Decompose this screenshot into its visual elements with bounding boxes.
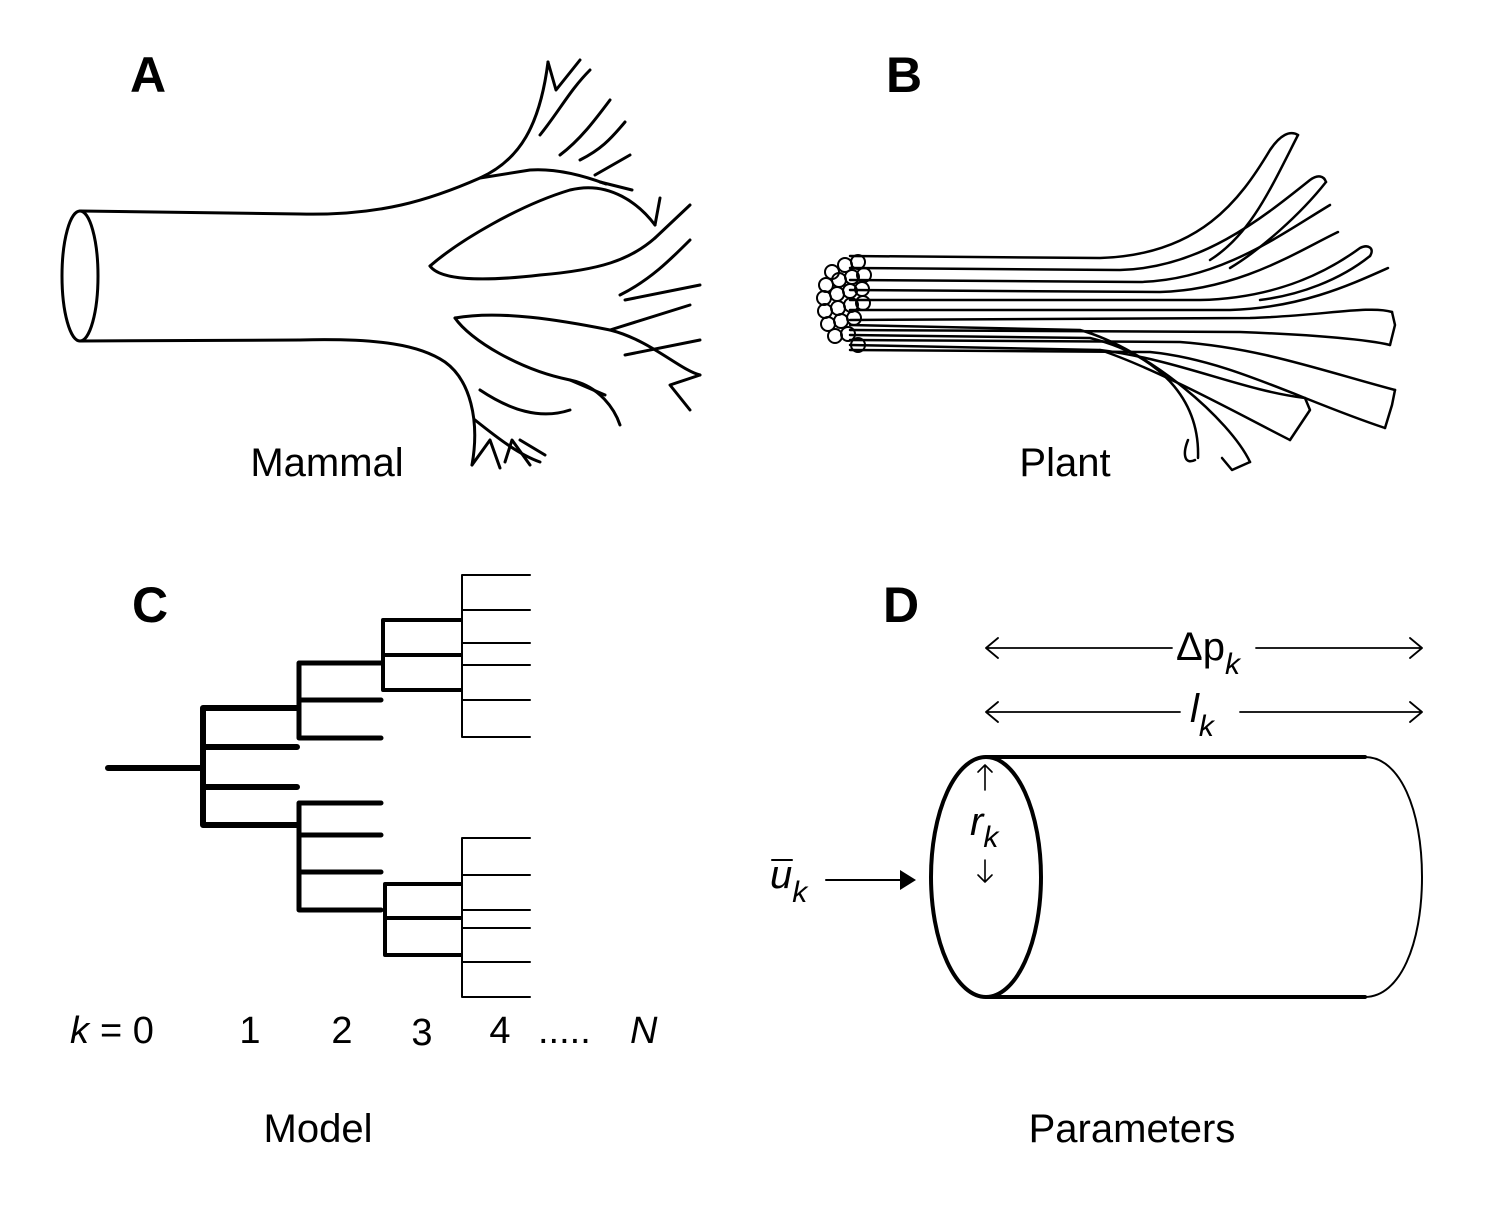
- k-equals-zero: = 0: [100, 1010, 154, 1052]
- radius-label: rk: [970, 800, 1000, 854]
- delta-p-subscript: k: [1225, 648, 1242, 681]
- tree-level-2: [296, 660, 384, 913]
- vessel-cylinder: [929, 755, 1423, 999]
- level-axis-labels: k = 0 1 2 3 4 ..... N: [70, 1010, 658, 1054]
- length-subscript: k: [1199, 710, 1216, 743]
- tree-level-4: [461, 574, 531, 998]
- panel-d-letter: D: [883, 577, 919, 633]
- velocity-indicator: uk: [770, 853, 916, 909]
- length-symbol: l: [1190, 687, 1200, 731]
- panel-d: D Δpk lk rk uk Parameters: [770, 577, 1423, 1151]
- panel-c: C k = 0 1 2 3 4 ..... N Model: [70, 574, 658, 1151]
- level-label-2: 2: [331, 1010, 352, 1052]
- level-label-n: N: [630, 1010, 658, 1052]
- plant-xylem-bundle-drawing: [848, 131, 1397, 472]
- velocity-subscript: k: [792, 876, 809, 909]
- pressure-drop-arrow: Δpk: [985, 625, 1423, 681]
- level-label-3: 3: [411, 1012, 432, 1054]
- length-label: lk: [1190, 687, 1216, 743]
- tree-level-0-1: [105, 705, 300, 828]
- cylinder-front-face: [929, 755, 1043, 999]
- k-symbol: k: [70, 1010, 91, 1052]
- length-arrow: lk: [985, 687, 1423, 743]
- cylinder-sides: [984, 755, 1367, 999]
- panel-b-caption: Plant: [1019, 441, 1110, 485]
- mammal-vessel-drawing: [60, 58, 702, 470]
- panel-a-caption: Mammal: [250, 441, 403, 485]
- panel-d-caption: Parameters: [1029, 1107, 1236, 1151]
- level-label-4: 4: [489, 1010, 510, 1052]
- cylinder-back-edge: [1364, 756, 1423, 998]
- level-label-1: 1: [239, 1010, 260, 1052]
- panel-a: A: [60, 47, 702, 485]
- delta-p-symbol: Δp: [1176, 625, 1225, 669]
- model-branching-tree: [105, 574, 531, 998]
- velocity-arrow-head: [900, 870, 916, 890]
- panel-a-letter: A: [130, 47, 166, 103]
- velocity-symbol: u: [770, 853, 792, 897]
- panel-b: B: [816, 47, 1397, 485]
- delta-p-label: Δpk: [1176, 625, 1242, 681]
- radius-symbol: r: [970, 800, 985, 844]
- velocity-label: uk: [770, 853, 809, 909]
- plant-bundle-end-circles: [816, 254, 872, 353]
- radius-indicator: rk: [970, 764, 1000, 883]
- tree-level-3: [381, 618, 463, 957]
- panel-c-letter: C: [132, 577, 168, 633]
- panel-c-caption: Model: [264, 1107, 373, 1151]
- radius-subscript: k: [983, 821, 1000, 854]
- panel-b-letter: B: [886, 47, 922, 103]
- level-ellipsis: .....: [538, 1010, 591, 1052]
